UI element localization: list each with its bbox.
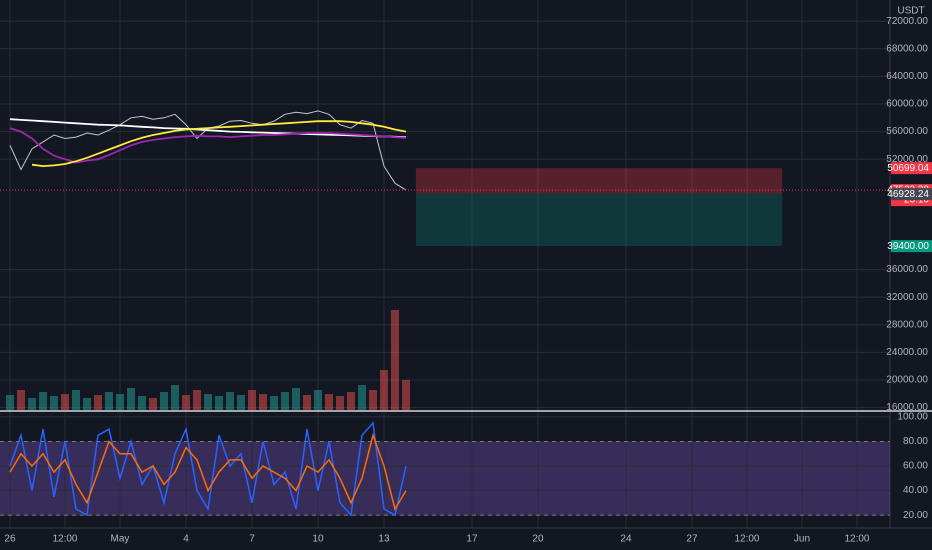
- volume-bar: [27, 398, 36, 410]
- volume-bar: [214, 396, 223, 410]
- series-line: [9, 127, 407, 164]
- y-tick-label: 60000.00: [886, 99, 928, 110]
- y-tick-label: 16000.00: [886, 402, 928, 413]
- volume-bar: [357, 385, 366, 410]
- volume-bar: [126, 388, 135, 410]
- x-tick-label: 17: [466, 534, 478, 545]
- volume-bar: [38, 392, 47, 410]
- y-tick-label: 60.00: [903, 461, 928, 472]
- price-tag: [891, 240, 932, 253]
- x-tick-label: 27: [686, 534, 698, 545]
- price-tag: [891, 162, 932, 175]
- y-tick-label: 56000.00: [886, 126, 928, 137]
- x-tick-label: 13: [378, 534, 390, 545]
- volume-bar: [258, 394, 267, 410]
- volume-bar: [379, 370, 388, 410]
- volume-bar: [225, 392, 234, 410]
- volume-bar: [280, 392, 289, 410]
- x-tick-label: 24: [620, 534, 632, 545]
- volume-bar: [71, 390, 80, 410]
- volume-bar: [93, 395, 102, 410]
- volume-bar: [181, 395, 190, 410]
- x-tick-label: 12:00: [844, 534, 869, 545]
- volume-bar: [82, 398, 91, 410]
- price-tag: [891, 188, 932, 201]
- x-tick-label: May: [111, 534, 130, 545]
- series-line: [9, 432, 407, 511]
- volume-bar: [60, 394, 69, 410]
- volume-bar: [137, 396, 146, 410]
- x-tick-label: 20: [532, 534, 544, 545]
- volume-bar: [390, 310, 399, 410]
- y-tick-label: 72000.00: [886, 16, 928, 27]
- series-line: [9, 421, 407, 517]
- countdown: 23:10: [904, 195, 929, 206]
- volume-bar: [104, 392, 113, 410]
- y-tick-label: 80.00: [903, 436, 928, 447]
- volume-bar: [5, 395, 14, 410]
- x-tick-label: Jun: [794, 534, 810, 545]
- volume-bar: [346, 392, 355, 410]
- y-tick-label: 68000.00: [886, 43, 928, 54]
- volume-bar: [401, 380, 410, 410]
- x-tick-label: 12:00: [734, 534, 759, 545]
- price-tag-label: 50699.04: [887, 163, 929, 174]
- series-line: [9, 118, 407, 138]
- volume-bar: [302, 395, 311, 410]
- price-tag-label: 46928.24: [887, 189, 929, 200]
- stoch-band: [0, 441, 890, 516]
- y-tick-label: 40.00: [903, 485, 928, 496]
- x-tick-label: 26: [4, 534, 16, 545]
- volume-bar: [269, 396, 278, 410]
- volume-bar: [192, 390, 201, 410]
- target-zone: [415, 193, 783, 247]
- price-tag-label: 39400.00: [887, 241, 929, 252]
- y-tick-label: 32000.00: [886, 292, 928, 303]
- y-tick-label: 20.00: [903, 510, 928, 521]
- y-tick-label: 20000.00: [886, 375, 928, 386]
- x-tick-label: 7: [249, 534, 255, 545]
- y-tick-label: 24000.00: [886, 347, 928, 358]
- volume-bar: [335, 396, 344, 410]
- y-tick-label: 100.00: [897, 412, 928, 423]
- volume-bar: [148, 398, 157, 410]
- series-line: [31, 120, 407, 168]
- volume-bar: [236, 395, 245, 410]
- y-tick-label: 28000.00: [886, 319, 928, 330]
- x-tick-label: 10: [312, 534, 324, 545]
- currency-label: USDT: [897, 6, 924, 17]
- x-tick-label: 4: [183, 534, 189, 545]
- volume-bar: [247, 390, 256, 410]
- volume-bar: [159, 392, 168, 410]
- volume-bar: [291, 388, 300, 410]
- y-tick-label: 52000.00: [886, 154, 928, 165]
- volume-bar: [115, 394, 124, 410]
- volume-bar: [203, 394, 212, 410]
- x-tick-label: 12:00: [52, 534, 77, 545]
- volume-bar: [16, 390, 25, 410]
- volume-bar: [324, 394, 333, 410]
- y-tick-label: 36000.00: [886, 264, 928, 275]
- volume-bar: [368, 390, 377, 410]
- y-tick-label: 64000.00: [886, 71, 928, 82]
- volume-bar: [313, 390, 322, 410]
- volume-bar: [49, 396, 58, 410]
- volume-bar: [170, 385, 179, 410]
- stop-zone: [415, 168, 783, 194]
